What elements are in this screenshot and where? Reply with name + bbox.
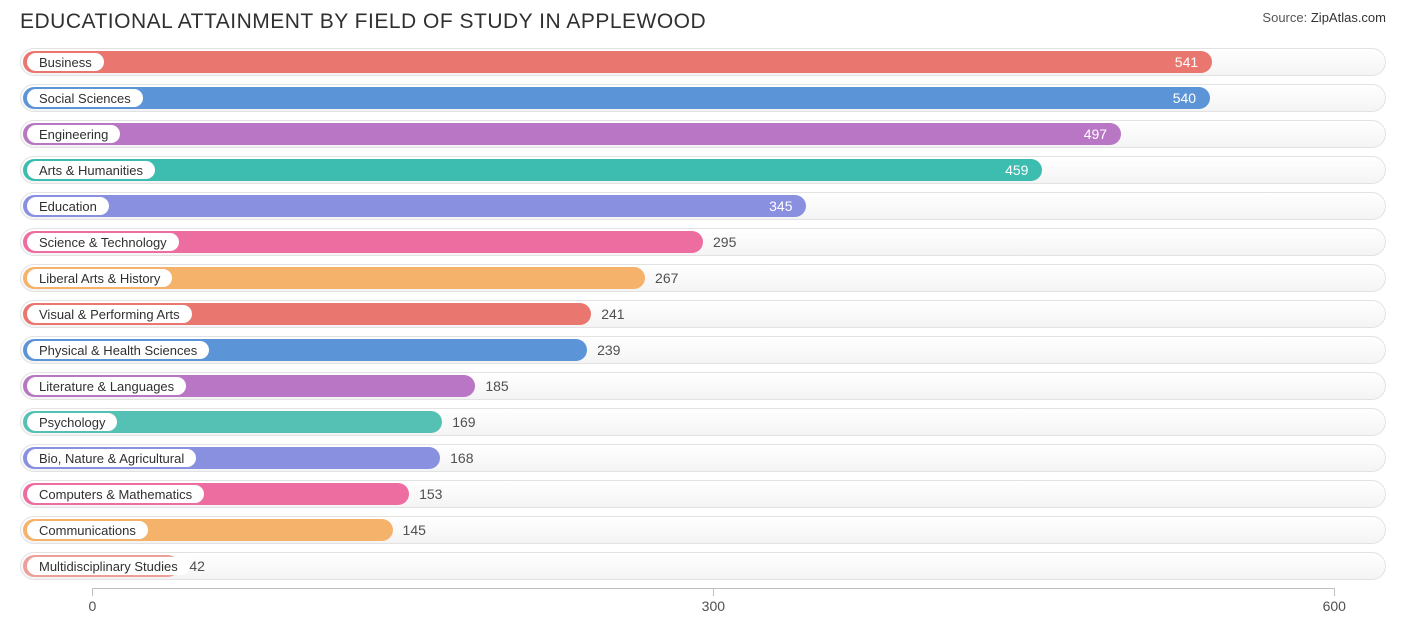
bar-value-label: 497 (1084, 120, 1107, 148)
bar-row: Education 345 (20, 192, 1386, 220)
bar-fill (23, 159, 1042, 181)
bar-row: Science & Technology 295 (20, 228, 1386, 256)
bar-value-label: 241 (601, 300, 624, 328)
bar-value-label: 42 (189, 552, 205, 580)
bar-category-pill: Computers & Mathematics (27, 485, 204, 503)
axis-tick-label: 0 (89, 598, 97, 614)
bar-row: Visual & Performing Arts 241 (20, 300, 1386, 328)
bar-row: Engineering 497 (20, 120, 1386, 148)
bar-category-pill: Liberal Arts & History (27, 269, 172, 287)
bar-fill (23, 123, 1121, 145)
bar-row: Bio, Nature & Agricultural 168 (20, 444, 1386, 472)
axis-tick (92, 588, 93, 596)
bar-category-pill: Science & Technology (27, 233, 179, 251)
bar-fill (23, 51, 1212, 73)
axis-tick (1334, 588, 1335, 596)
bar-row: Social Sciences 540 (20, 84, 1386, 112)
bar-category-pill: Business (27, 53, 104, 71)
bar-row: Multidisciplinary Studies42 (20, 552, 1386, 580)
bar-track (20, 552, 1386, 580)
bar-row: Arts & Humanities 459 (20, 156, 1386, 184)
bar-category-pill: Arts & Humanities (27, 161, 155, 179)
bar-value-label: 185 (485, 372, 508, 400)
bar-value-label: 541 (1175, 48, 1198, 76)
bar-category-pill: Literature & Languages (27, 377, 186, 395)
x-axis: 0 300 600 (20, 588, 1386, 618)
axis-tick-label: 300 (702, 598, 725, 614)
bar-value-label: 153 (419, 480, 442, 508)
axis-tick (713, 588, 714, 596)
bar-category-pill: Engineering (27, 125, 120, 143)
bar-category-pill: Multidisciplinary Studies (27, 557, 190, 575)
axis-tick-label: 600 (1323, 598, 1346, 614)
bar-value-label: 169 (452, 408, 475, 436)
bar-fill (23, 195, 806, 217)
bar-category-pill: Education (27, 197, 109, 215)
bar-value-label: 459 (1005, 156, 1028, 184)
bar-value-label: 267 (655, 264, 678, 292)
bar-row: Physical & Health Sciences 239 (20, 336, 1386, 364)
chart-title: EDUCATIONAL ATTAINMENT BY FIELD OF STUDY… (20, 10, 706, 34)
bars-container: Business 541 Social Sciences 540 Engineering… (20, 48, 1386, 580)
bar-fill (23, 87, 1210, 109)
bar-row: Business 541 (20, 48, 1386, 76)
source-label: Source: (1262, 10, 1307, 25)
bar-category-pill: Bio, Nature & Agricultural (27, 449, 196, 467)
bar-category-pill: Communications (27, 521, 148, 539)
bar-value-label: 345 (769, 192, 792, 220)
bar-category-pill: Social Sciences (27, 89, 143, 107)
bar-row: Liberal Arts & History 267 (20, 264, 1386, 292)
bar-value-label: 168 (450, 444, 473, 472)
bar-value-label: 239 (597, 336, 620, 364)
bar-row: Literature & Languages 185 (20, 372, 1386, 400)
bar-value-label: 540 (1173, 84, 1196, 112)
bar-row: Computers & Mathematics 153 (20, 480, 1386, 508)
bar-row: Psychology 169 (20, 408, 1386, 436)
source-value: ZipAtlas.com (1311, 10, 1386, 25)
bar-value-label: 145 (403, 516, 426, 544)
bar-value-label: 295 (713, 228, 736, 256)
source-attribution: Source: ZipAtlas.com (1262, 10, 1386, 25)
chart-area: Business 541 Social Sciences 540 Engineering… (20, 48, 1386, 618)
bar-category-pill: Psychology (27, 413, 117, 431)
bar-category-pill: Physical & Health Sciences (27, 341, 209, 359)
bar-row: Communications 145 (20, 516, 1386, 544)
bar-category-pill: Visual & Performing Arts (27, 305, 192, 323)
